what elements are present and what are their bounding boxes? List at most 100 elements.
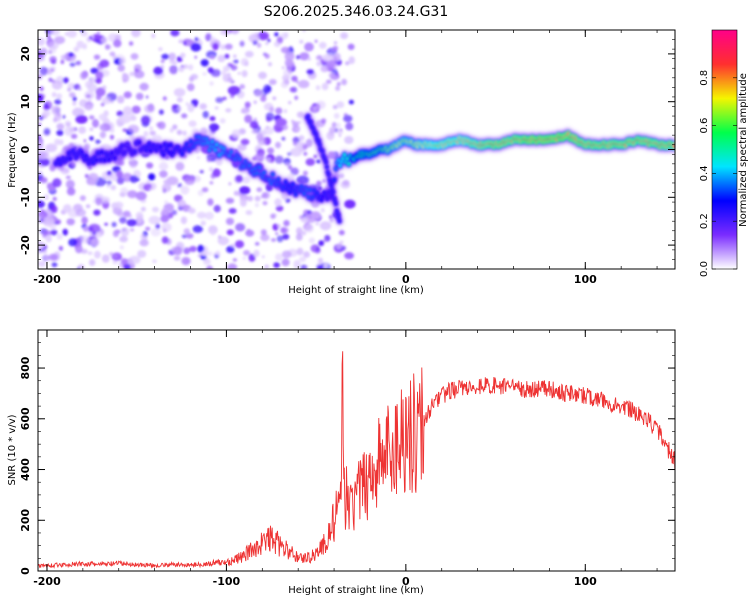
noise-speckle	[332, 45, 339, 52]
noise-speckle	[274, 198, 282, 207]
noise-speckle	[117, 159, 125, 166]
noise-speckle	[262, 201, 268, 206]
noise-speckle	[173, 61, 178, 65]
noise-speckle	[43, 128, 51, 136]
snr-series-line	[38, 351, 675, 569]
noise-speckle	[158, 162, 169, 171]
noise-speckle	[296, 80, 299, 84]
noise-speckle	[60, 59, 65, 65]
noise-speckle	[299, 215, 304, 220]
noise-speckle	[126, 219, 137, 227]
noise-speckle	[169, 65, 178, 75]
noise-speckle	[89, 136, 94, 141]
noise-speckle	[247, 228, 251, 232]
noise-speckle	[274, 155, 284, 164]
noise-speckle	[119, 216, 127, 224]
ridge-peak	[162, 152, 166, 157]
noise-speckle	[248, 253, 256, 262]
noise-speckle	[347, 43, 355, 50]
noise-speckle	[89, 178, 97, 186]
noise-speckle	[183, 247, 191, 255]
noise-speckle	[38, 216, 42, 221]
noise-speckle	[51, 262, 58, 268]
noise-speckle	[176, 97, 183, 103]
spectrogram-y-tick-label: 20	[19, 46, 32, 62]
spectrogram-plot-area	[38, 30, 675, 269]
noise-speckle	[283, 78, 290, 85]
noise-speckle	[58, 139, 64, 146]
noise-speckle	[316, 264, 323, 269]
noise-speckle	[316, 100, 326, 110]
noise-speckle	[93, 209, 101, 216]
spectrogram-x-axis-label: Height of straight line (km)	[288, 285, 424, 296]
noise-speckle	[40, 158, 50, 167]
noise-speckle	[168, 52, 176, 61]
noise-speckle	[285, 162, 290, 167]
noise-speckle	[269, 106, 275, 113]
noise-speckle	[326, 79, 332, 84]
noise-speckle	[119, 245, 124, 250]
noise-speckle	[267, 147, 275, 154]
noise-speckle	[343, 115, 353, 123]
noise-speckle	[244, 61, 249, 67]
noise-speckle	[123, 91, 132, 99]
noise-speckle	[50, 229, 58, 236]
ridge-peak	[276, 177, 280, 182]
colorbar-ticks: 0.0 0.2 0.4 0.6 0.8	[699, 70, 737, 277]
noise-speckle	[253, 89, 264, 98]
noise-speckle	[256, 42, 262, 48]
noise-speckle	[244, 101, 251, 109]
branch-blob	[334, 208, 340, 214]
noise-speckle	[265, 42, 269, 45]
noise-speckle	[299, 39, 304, 44]
noise-speckle	[92, 119, 99, 128]
noise-speckle	[200, 250, 209, 257]
noise-speckle	[303, 151, 308, 156]
noise-speckle	[153, 66, 164, 76]
snr-y-tick-label: 800	[19, 356, 32, 379]
noise-speckle	[101, 254, 110, 263]
noise-speckle	[331, 122, 337, 128]
noise-speckle	[318, 41, 327, 49]
noise-speckle	[95, 139, 101, 144]
noise-speckle	[240, 201, 247, 207]
noise-speckle	[80, 248, 88, 254]
noise-speckle	[242, 176, 251, 184]
noise-speckle	[162, 96, 167, 101]
noise-speckle	[300, 264, 308, 269]
noise-speckle	[143, 131, 149, 137]
noise-speckle	[240, 138, 250, 146]
ridge-peak	[68, 156, 72, 161]
noise-speckle	[117, 64, 125, 72]
noise-speckle	[95, 87, 106, 97]
noise-speckle	[45, 143, 58, 153]
noise-speckle	[183, 41, 187, 46]
noise-speckle	[160, 59, 165, 63]
ridge-peak	[238, 157, 242, 161]
noise-speckle	[117, 95, 125, 104]
noise-speckle	[128, 214, 133, 219]
noise-speckle	[268, 62, 272, 67]
noise-speckle	[222, 96, 227, 101]
noise-speckle	[202, 72, 207, 76]
branch-blob	[305, 113, 311, 119]
noise-speckle	[275, 253, 283, 261]
noise-speckle	[288, 100, 292, 105]
noise-speckle	[79, 195, 86, 201]
noise-speckle	[253, 249, 260, 257]
noise-speckle	[209, 181, 214, 185]
noise-speckle	[60, 54, 67, 60]
noise-speckle	[56, 123, 65, 131]
spectrogram-y-axis-label: Frequency (Hz)	[7, 112, 18, 188]
noise-speckle	[197, 254, 202, 258]
noise-speckle	[75, 208, 87, 217]
noise-speckle	[210, 231, 216, 236]
noise-speckle	[130, 53, 139, 60]
noise-speckle	[292, 121, 299, 128]
noise-speckle	[161, 222, 172, 232]
branch-blob	[326, 172, 332, 178]
noise-speckle	[90, 67, 99, 74]
ridge-peak	[262, 170, 266, 175]
noise-speckle	[336, 243, 343, 250]
